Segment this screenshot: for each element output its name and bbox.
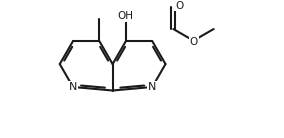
Text: O: O xyxy=(190,37,198,47)
Text: OH: OH xyxy=(118,11,134,21)
Text: N: N xyxy=(69,82,77,92)
Text: N: N xyxy=(148,82,156,92)
Text: O: O xyxy=(175,1,183,11)
